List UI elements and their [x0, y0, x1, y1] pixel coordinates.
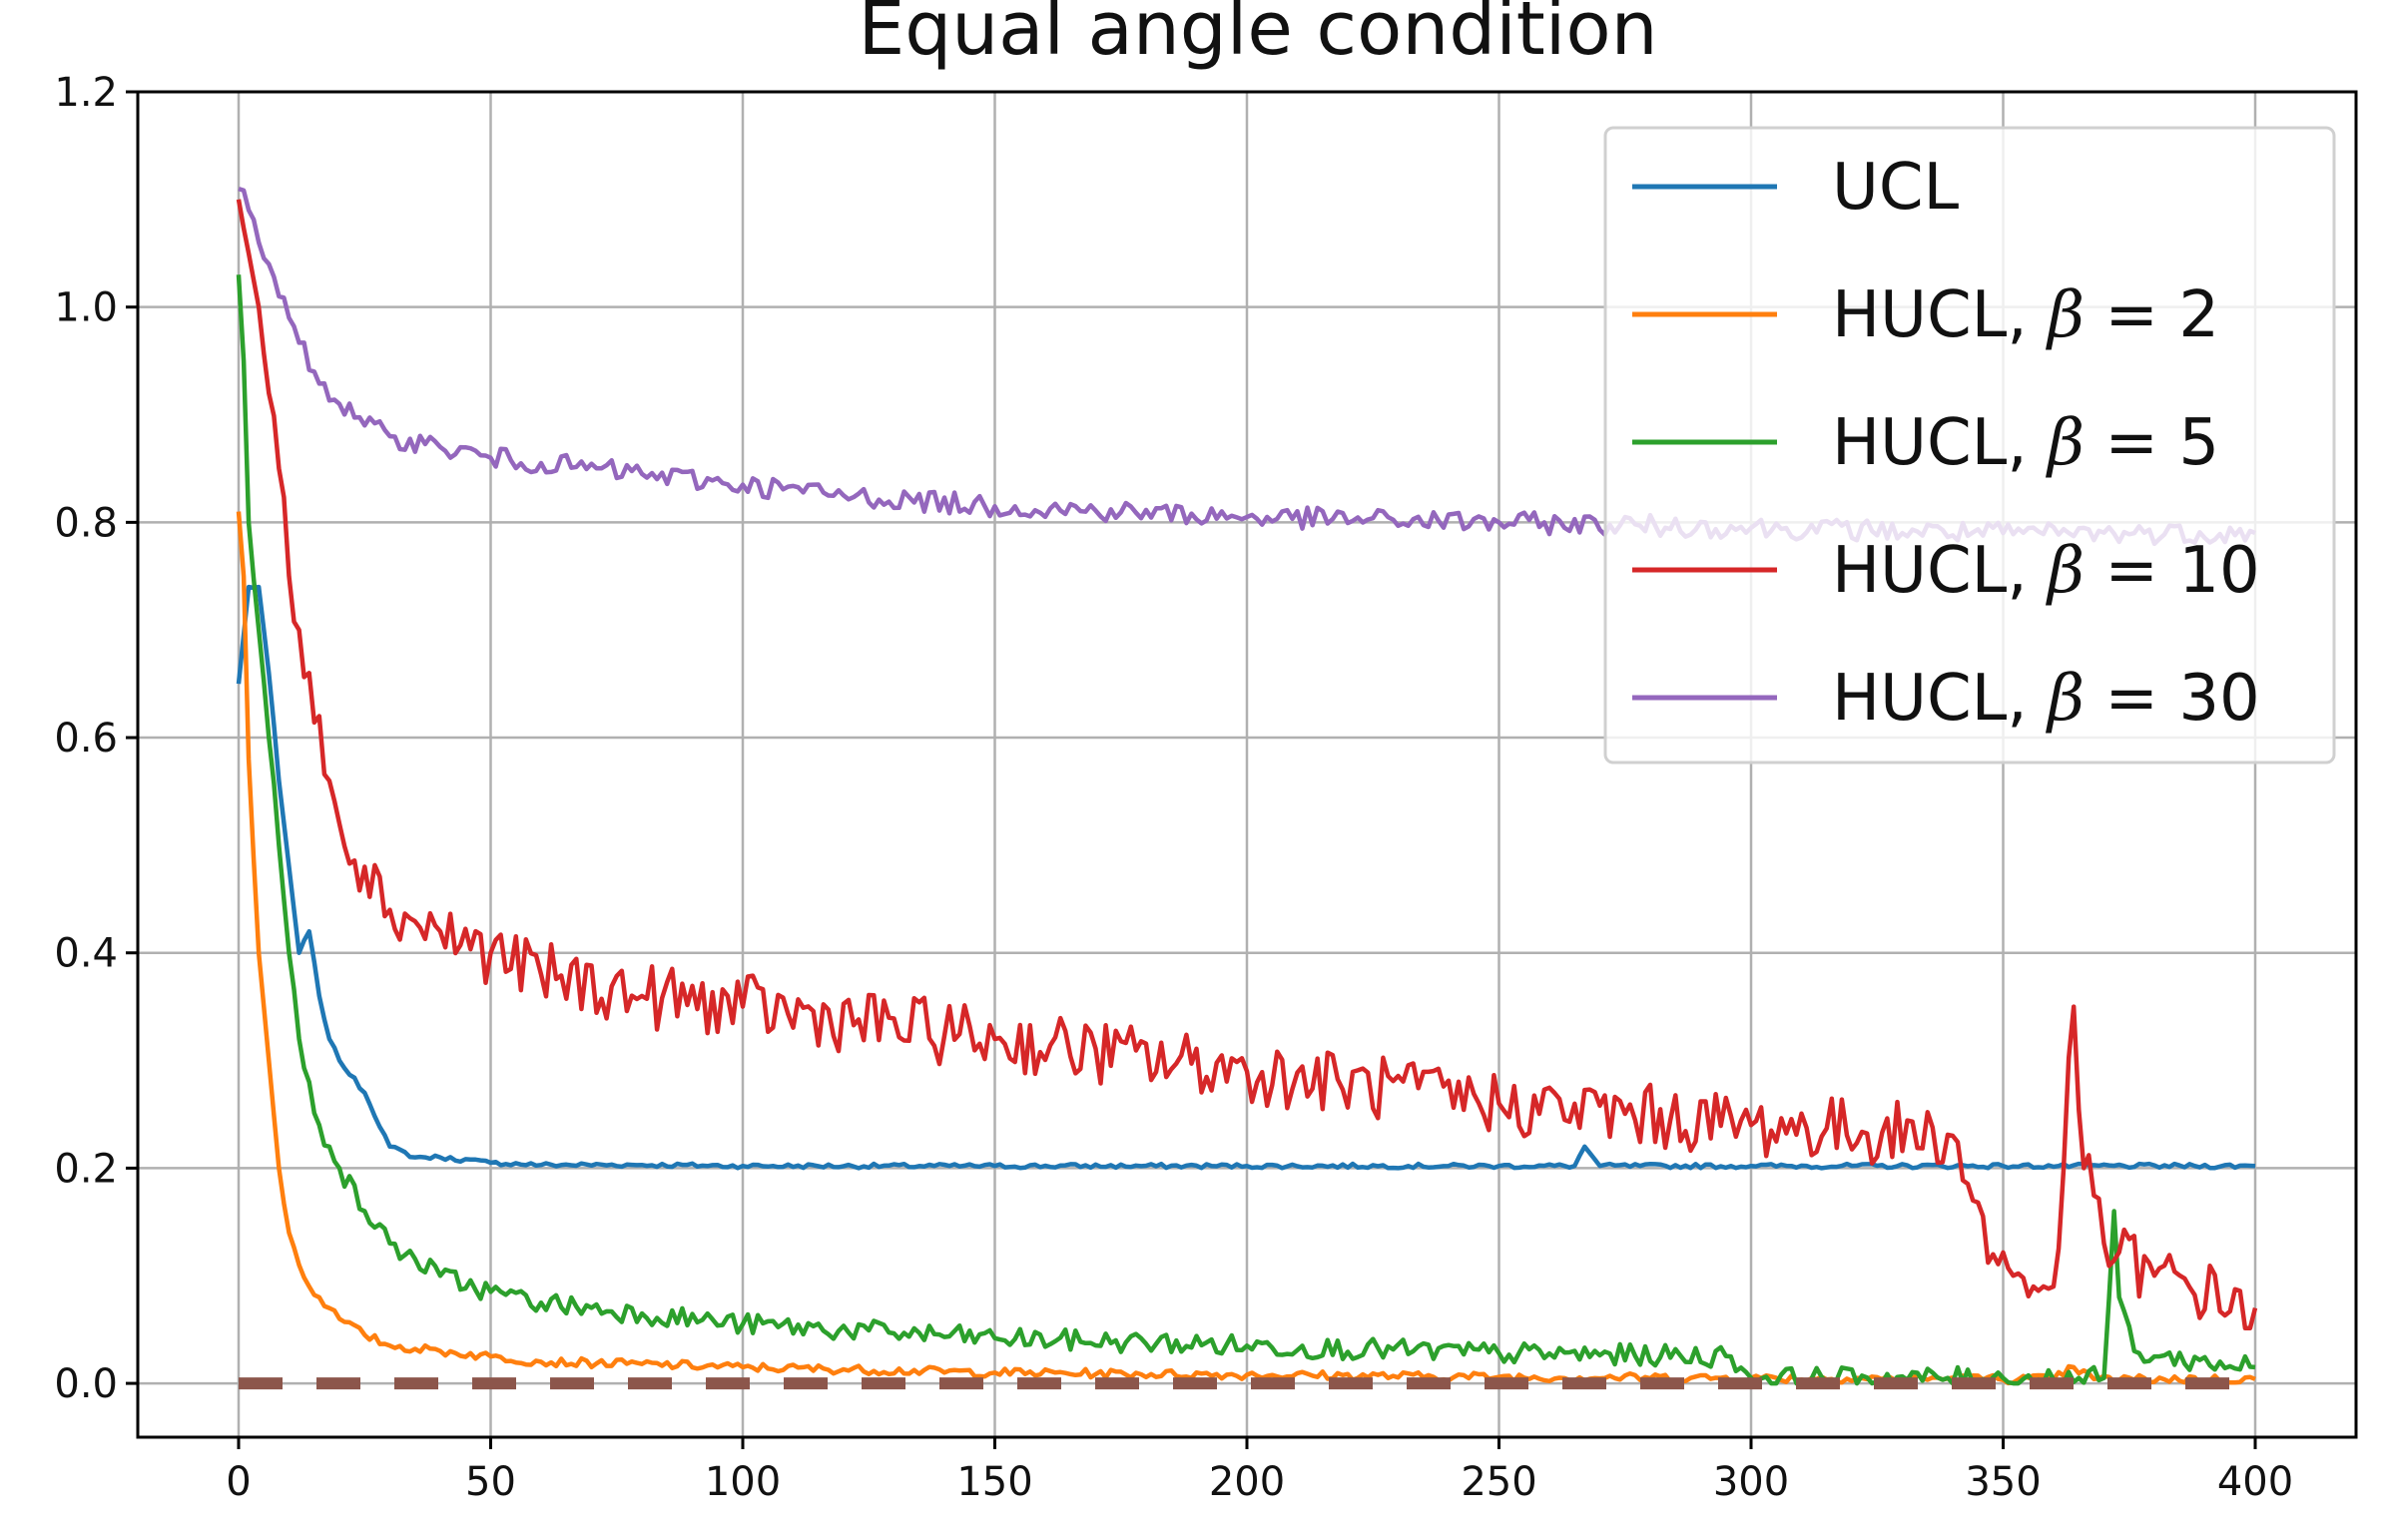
x-tick-label: 400 — [2217, 1459, 2293, 1505]
legend-equals: = — [2085, 662, 2178, 736]
y-tick-label: 0.8 — [54, 500, 118, 546]
legend-label: HUCL, β = 2 — [1832, 278, 2219, 352]
legend-beta-value: 5 — [2178, 406, 2219, 480]
series-line — [236, 274, 2256, 1386]
y-tick-label: 0.4 — [54, 931, 118, 977]
x-tick-label: 50 — [465, 1459, 516, 1505]
y-tick-label: 1.0 — [54, 285, 118, 331]
legend-label: UCL — [1832, 151, 1960, 225]
x-tick-label: 0 — [226, 1459, 251, 1505]
legend-label-prefix: UCL — [1832, 151, 1960, 225]
legend-beta-symbol: β — [2046, 406, 2085, 480]
legend-label-prefix: HUCL, — [1832, 406, 2048, 480]
legend-equals: = — [2085, 406, 2178, 480]
x-tick-label: 150 — [956, 1459, 1032, 1505]
series-layer — [236, 186, 2258, 1390]
legend-beta-value: 30 — [2178, 662, 2259, 736]
legend-equals: = — [2085, 278, 2178, 352]
legend-equals: = — [2085, 534, 2178, 608]
series-line — [236, 584, 2256, 1171]
x-tick-label: 250 — [1461, 1459, 1536, 1505]
x-tick-label: 300 — [1713, 1459, 1789, 1505]
x-tick-label: 100 — [705, 1459, 781, 1505]
legend-beta-value: 2 — [2178, 278, 2219, 352]
chart-title: Equal angle condition — [858, 0, 1657, 72]
legend-box — [1603, 126, 2336, 765]
legend-beta-symbol: β — [2046, 662, 2085, 736]
legend-label-prefix: HUCL, — [1832, 662, 2048, 736]
x-axis: 0 50 100 150 200 250 300 350 400 — [226, 1437, 2293, 1505]
legend-label: HUCL, β = 30 — [1832, 662, 2260, 736]
legend-beta-symbol: β — [2046, 534, 2085, 608]
series-line — [236, 199, 2258, 1330]
y-tick-label: 0.2 — [54, 1146, 118, 1192]
legend-label-prefix: HUCL, — [1832, 278, 2048, 352]
y-tick-label: 0.6 — [54, 716, 118, 762]
legend-label: HUCL, β = 10 — [1832, 534, 2260, 608]
x-tick-label: 200 — [1209, 1459, 1285, 1505]
legend-beta-symbol: β — [2046, 278, 2085, 352]
y-tick-label: 0.0 — [54, 1361, 118, 1407]
y-tick-label: 1.2 — [54, 70, 118, 116]
y-axis: 0.0 0.2 0.4 0.6 0.8 1.0 1.2 — [54, 70, 138, 1407]
x-tick-label: 350 — [1965, 1459, 2041, 1505]
legend-label-prefix: HUCL, — [1832, 534, 2048, 608]
legend-beta-value: 10 — [2178, 534, 2259, 608]
legend-label: HUCL, β = 5 — [1832, 406, 2219, 480]
